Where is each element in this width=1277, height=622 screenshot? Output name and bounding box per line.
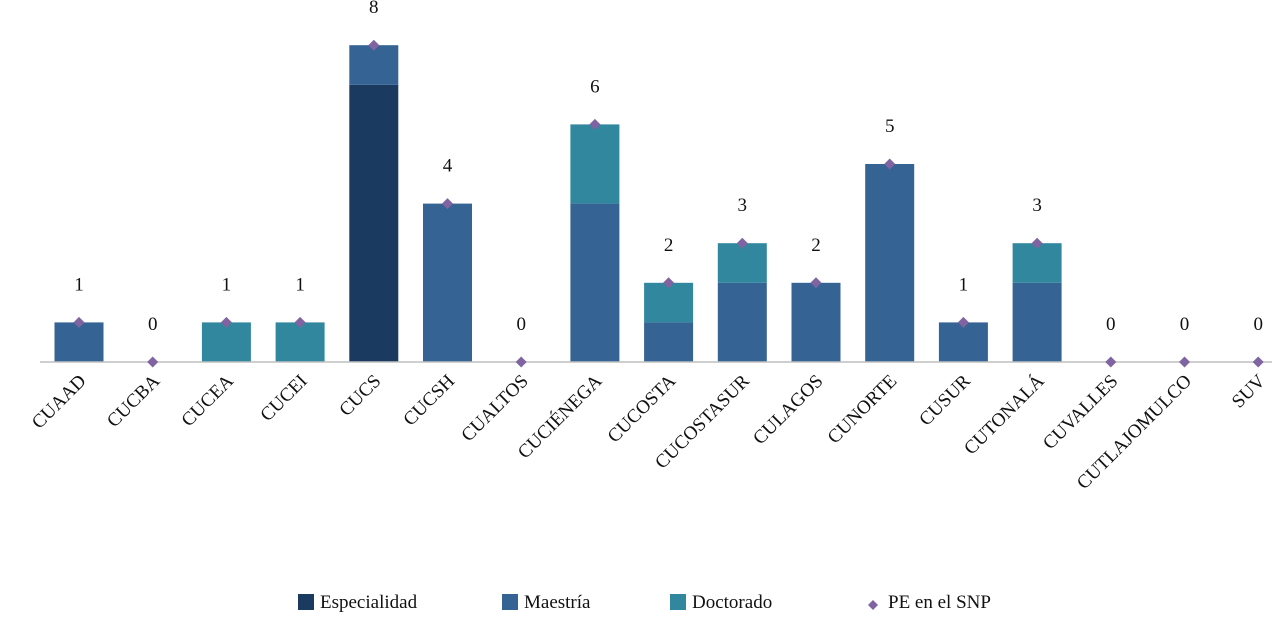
marker-cuaad (73, 316, 85, 328)
legend: Especialidad Maestría Doctorado PE en el SN… (298, 592, 991, 613)
data-label-cucea: 1 (222, 274, 232, 295)
bar-cucosta-maestria (644, 322, 694, 362)
bar-cucsh-maestria (423, 203, 472, 362)
legend-label-especialidad: Especialidad (320, 592, 418, 613)
marker-cucienega (589, 118, 601, 130)
bar-cusur-maestria (938, 322, 988, 362)
x-tick-cucba: CUCBA (103, 370, 164, 431)
x-tick-cucs: CUCS (335, 371, 385, 421)
legend-label-pe-en-el-snp: PE en el SNP (888, 592, 991, 613)
bar-cunorte-maestria (865, 164, 915, 362)
marker-cucosta (663, 277, 675, 289)
marker-cucba (147, 356, 159, 368)
marker-cunorte (884, 158, 896, 170)
data-label-suv: 0 (1253, 314, 1263, 335)
marker-cutlajomulco (1179, 356, 1190, 368)
data-label-cusur: 1 (959, 274, 969, 295)
bar-cuaad-maestria (54, 322, 104, 362)
marker-cucei (294, 316, 306, 328)
marker-cucea (220, 316, 232, 328)
x-tick-cualtos: CUALTOS (457, 371, 532, 446)
bar-cutonala-doctorado (1012, 243, 1062, 283)
data-label-cucienega: 6 (590, 76, 600, 97)
marker-cualtos (515, 356, 527, 368)
data-label-cucba: 0 (148, 314, 158, 335)
bar-cucs-maestria (349, 45, 399, 85)
data-label-cunorte: 5 (885, 116, 895, 137)
x-tick-cucea: CUCEA (178, 370, 239, 431)
bar-cutonala-maestria (1012, 282, 1062, 362)
x-tick-suv: SUV (1228, 370, 1270, 412)
x-tick-cusur: CUSUR (915, 370, 975, 430)
legend-item-maestria: Maestría (502, 592, 591, 613)
x-tick-cunorte: CUNORTE (824, 371, 901, 448)
x-tick-cucosta: CUCOSTA (604, 370, 681, 447)
legend-label-maestria: Maestría (524, 592, 591, 613)
bar-cucs-especialidad (349, 84, 399, 363)
legend-item-pe-en-el-snp: PE en el SNP (868, 592, 991, 613)
legend-item-doctorado: Doctorado (670, 592, 772, 613)
x-tick-cucei: CUCEI (256, 371, 311, 426)
marker-cucsh (442, 198, 453, 210)
markers-layer (73, 39, 1264, 368)
legend-swatch-maestria (502, 594, 518, 610)
legend-swatch-especialidad (298, 594, 314, 610)
bar-cucei-doctorado (275, 322, 325, 362)
data-labels-layer: 1 0 1 1 8 4 0 6 2 3 2 5 1 3 0 0 0 (74, 0, 1263, 335)
bar-cucostasur-doctorado (717, 243, 767, 283)
data-label-cucsh: 4 (443, 156, 453, 177)
bar-cucienega-maestria (570, 203, 620, 362)
data-label-cuvalles: 0 (1106, 314, 1116, 335)
marker-cutonala (1031, 237, 1043, 249)
data-label-cuaad: 1 (74, 274, 84, 295)
x-tick-cutonala: CUTONALÁ (959, 370, 1048, 459)
legend-item-especialidad: Especialidad (298, 592, 418, 613)
marker-cuvalles (1105, 356, 1117, 368)
x-tick-culagos: CULAGOS (749, 371, 827, 449)
marker-cucs (368, 39, 380, 51)
data-label-cucostasur: 3 (738, 195, 748, 216)
x-tick-cuaad: CUAAD (28, 371, 91, 434)
data-label-cucs: 8 (369, 0, 379, 18)
marker-cucostasur (736, 237, 748, 249)
data-label-culagos: 2 (811, 235, 821, 256)
marker-suv (1252, 356, 1264, 368)
bars-layer (54, 45, 1062, 363)
data-label-cutonala: 3 (1032, 195, 1042, 216)
data-label-cucosta: 2 (664, 235, 674, 256)
legend-label-doctorado: Doctorado (692, 592, 772, 613)
data-label-cualtos: 0 (516, 314, 526, 335)
legend-swatch-pe-en-el-snp (868, 600, 878, 610)
data-label-cucei: 1 (295, 274, 305, 295)
bar-cucea-doctorado (201, 322, 251, 362)
x-tick-labels-layer: CUAAD CUCBA CUCEA CUCEI CUCS CUCSHCUALTOSCUCI… (28, 370, 1270, 494)
marker-culagos (810, 277, 822, 289)
x-tick-cucsh: CUCSH (399, 370, 459, 430)
bar-cucienega-doctorado (570, 124, 620, 204)
marker-cusur (957, 316, 969, 328)
legend-swatch-doctorado (670, 594, 686, 610)
bar-cucostasur-maestria (717, 282, 767, 362)
bar-cucosta-doctorado (644, 282, 694, 323)
bar-culagos-maestria (791, 282, 841, 362)
data-label-cutlajomulco: 0 (1180, 314, 1190, 335)
